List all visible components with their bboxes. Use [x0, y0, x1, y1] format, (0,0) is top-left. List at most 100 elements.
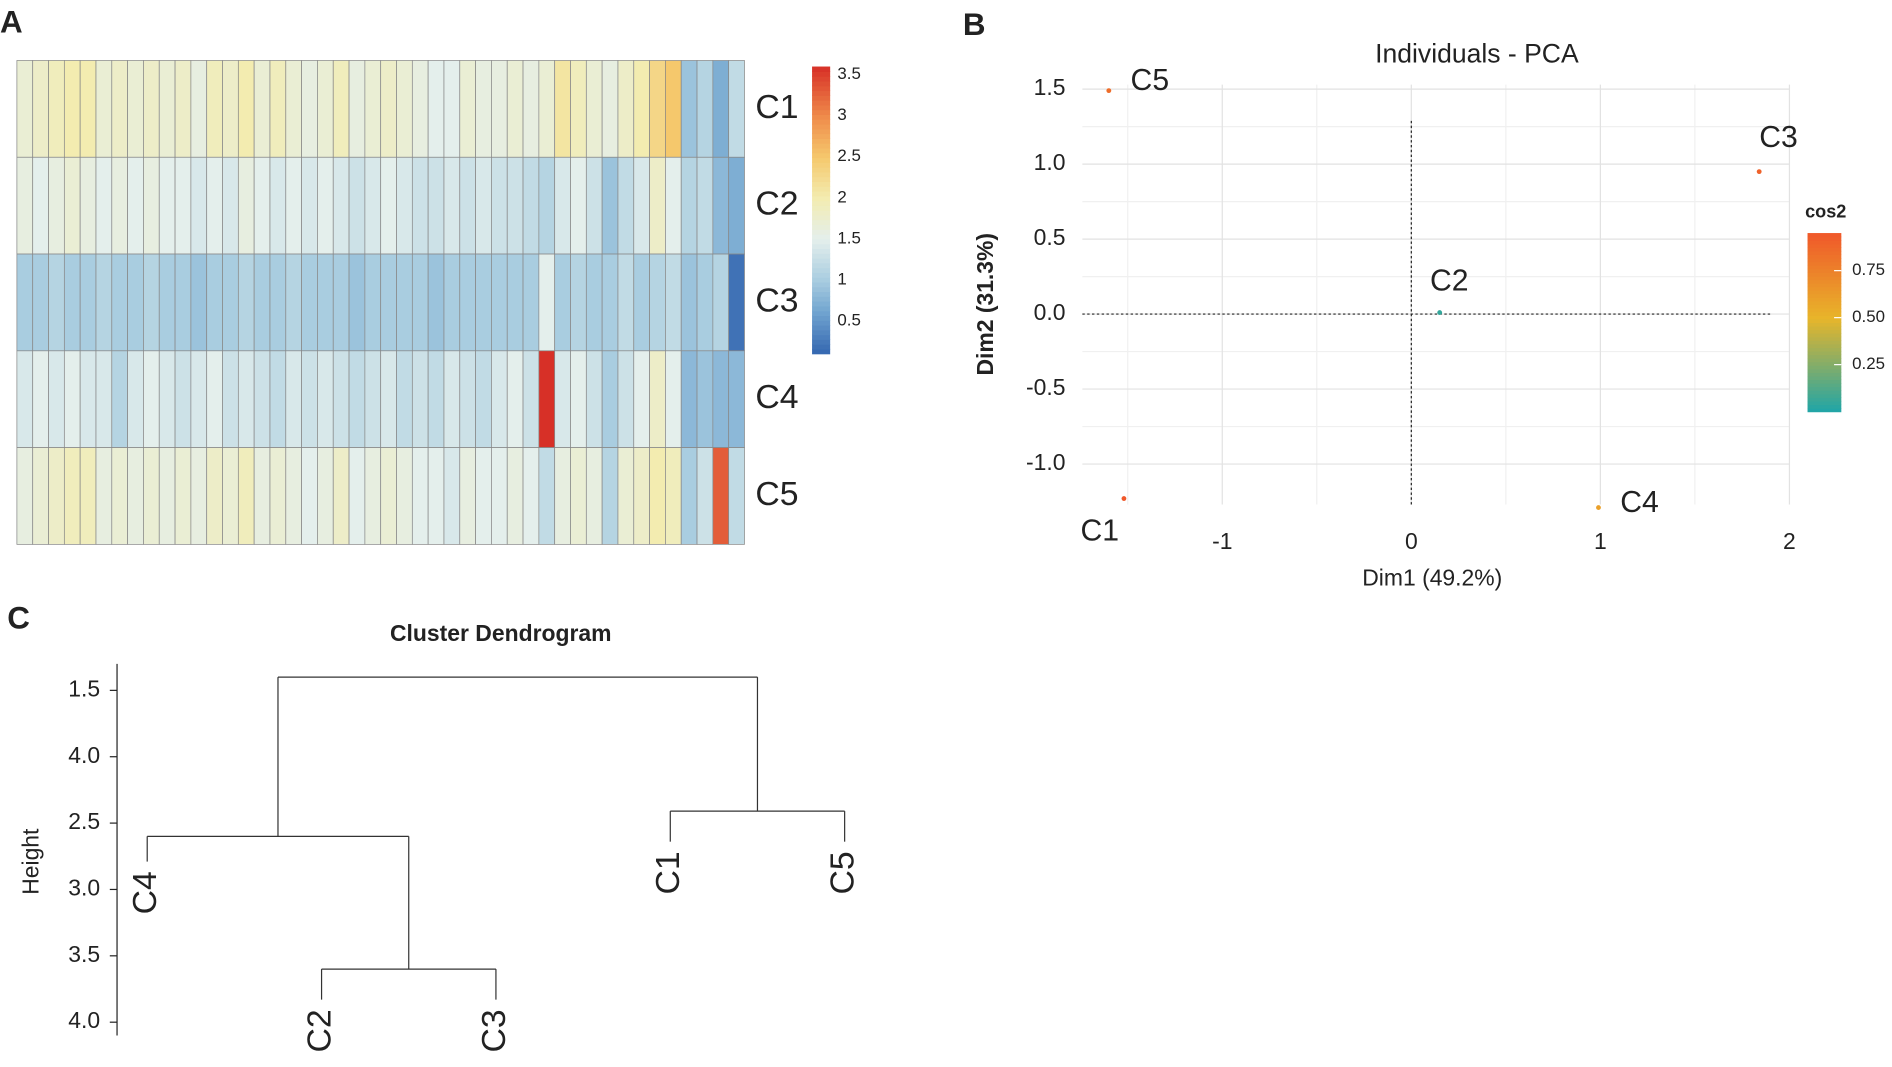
heatmap-cell — [16, 156, 34, 255]
heatmap-cell — [396, 60, 413, 158]
heatmap-cell — [206, 350, 223, 448]
heatmap-cell — [48, 156, 65, 255]
heatmap-cell — [206, 253, 223, 352]
heatmap-cell — [48, 253, 65, 352]
heatmap-cell — [285, 60, 302, 158]
chart-title: Individuals - PCA — [1375, 39, 1579, 69]
colorbar-segment — [1807, 318, 1842, 323]
heatmap-cell — [649, 60, 666, 158]
colorbar-segment — [812, 324, 831, 331]
heatmap-cell — [554, 253, 571, 352]
colorbar-segment — [1807, 261, 1842, 266]
heatmap-cell — [174, 156, 192, 255]
colorbar-segment — [1807, 358, 1842, 363]
heatmap-cell — [570, 60, 587, 158]
heatmap-cell — [538, 447, 556, 545]
colorbar-segment — [812, 66, 831, 72]
heatmap-cell — [190, 447, 208, 545]
colorbar-segment — [812, 152, 831, 159]
heatmap-cell — [680, 156, 698, 255]
heatmap-cell — [522, 350, 540, 448]
colorbar-tick-label: 2.5 — [837, 146, 860, 165]
heatmap-cell — [174, 253, 192, 352]
heatmap-cell — [459, 253, 476, 352]
row-label: C4 — [755, 378, 798, 416]
heatmap-cell — [396, 156, 413, 255]
heatmap-cell — [633, 447, 650, 545]
heatmap-cell — [554, 350, 571, 448]
heatmap-cell — [158, 350, 176, 448]
heatmap-cell — [633, 350, 650, 448]
heatmap-cell — [601, 253, 619, 352]
heatmap-cell — [617, 350, 635, 448]
heatmap-cell — [237, 350, 255, 448]
heatmap-cell — [728, 60, 745, 158]
heatmap-cell — [79, 447, 97, 545]
colorbar-segment — [1807, 279, 1842, 284]
colorbar-segment — [1807, 322, 1842, 327]
y-tick-label: 0.0 — [1034, 299, 1066, 325]
heatmap-cell — [127, 156, 144, 255]
colorbar-segment — [812, 176, 831, 183]
heatmap-cell — [111, 447, 128, 545]
heatmap-cell — [301, 447, 318, 545]
heatmap-cell — [174, 447, 192, 545]
colorbar-tick-label: 0.50 — [1852, 307, 1885, 326]
heatmap-cell — [665, 253, 682, 352]
heatmap-cell — [696, 447, 714, 545]
heatmap-cell — [317, 60, 334, 158]
colorbar-segment — [812, 229, 831, 235]
heatmap-cell — [269, 253, 287, 352]
heatmap-cell — [396, 253, 413, 352]
colorbar-segment — [812, 248, 831, 254]
heatmap-cell — [665, 60, 682, 158]
colorbar-segment — [1807, 383, 1842, 388]
heatmap-cell — [570, 156, 587, 255]
heatmap-cell — [301, 350, 318, 448]
heatmap-cell — [411, 60, 429, 158]
heatmap-cell — [538, 60, 556, 158]
heatmap-cell — [649, 253, 666, 352]
colorbar-segment — [1807, 408, 1842, 413]
heatmap-cell — [712, 156, 730, 255]
heatmap-cell — [332, 253, 350, 352]
heatmap-cell — [649, 350, 666, 448]
heatmap-cell — [411, 253, 429, 352]
colorbar-tick-label: 3.5 — [837, 64, 860, 83]
heatmap-cell — [649, 447, 666, 545]
heatmap-cell — [427, 60, 445, 158]
heatmap-cell — [585, 350, 603, 448]
colorbar-segment — [1807, 368, 1842, 373]
heatmap-cell — [491, 60, 508, 158]
colorbar-segment — [812, 224, 831, 230]
heatmap-cell — [491, 156, 508, 255]
colorbar-segment — [812, 143, 831, 149]
heatmap-cell — [696, 156, 714, 255]
colorbar-tick-label: 1 — [837, 269, 846, 288]
heatmap-cell — [459, 350, 476, 448]
colorbar-segment — [812, 262, 831, 269]
leaf-label: C5 — [824, 851, 862, 894]
colorbar-segment — [1807, 347, 1842, 352]
heatmap-cell — [728, 350, 745, 448]
colorbar-segment — [1807, 379, 1842, 384]
heatmap-cell — [411, 156, 429, 255]
heatmap-cell — [285, 350, 302, 448]
heatmap-cell — [317, 447, 334, 545]
heatmap-cell — [32, 447, 49, 545]
heatmap-cell — [253, 447, 271, 545]
x-tick-label: 2 — [1783, 528, 1796, 554]
heatmap-cell — [696, 253, 714, 352]
heatmap-cell — [475, 253, 492, 352]
heatmap-cell — [348, 60, 366, 158]
colorbar-segment — [812, 238, 831, 245]
heatmap-cell — [601, 156, 619, 255]
colorbar-tick-label: 0.25 — [1852, 354, 1885, 373]
heatmap-cell — [665, 447, 682, 545]
heatmap-cell — [411, 350, 429, 448]
y-axis-label: Height — [18, 828, 44, 895]
heatmap-cell — [48, 447, 65, 545]
heatmap-cell — [427, 253, 445, 352]
y-tick-label: 4.0 — [68, 742, 100, 768]
y-tick-label: 1.5 — [68, 675, 100, 701]
